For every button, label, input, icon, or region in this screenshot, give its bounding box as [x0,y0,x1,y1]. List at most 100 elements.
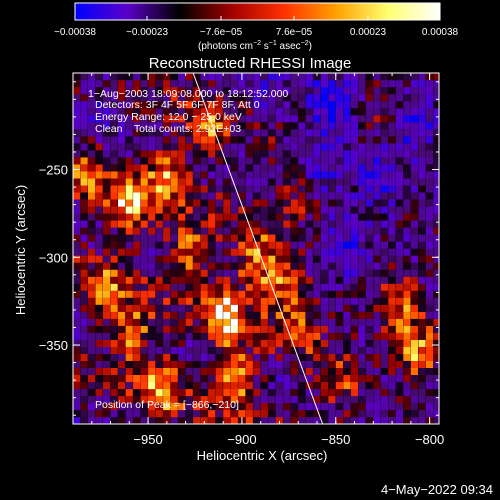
heatmap-pixel [208,332,216,340]
heatmap-pixel [125,290,133,298]
heatmap-pixel [320,318,328,326]
heatmap-pixel [163,276,171,284]
heatmap-pixel [388,143,396,151]
heatmap-pixel [245,374,253,383]
heatmap-pixel [403,136,411,144]
heatmap-pixel [268,410,276,418]
heatmap-pixel [260,255,268,263]
heatmap-pixel [380,255,388,263]
heatmap-pixel [88,150,96,158]
heatmap-pixel [290,255,298,263]
heatmap-pixel [380,388,388,397]
heatmap-pixel [215,297,223,305]
heatmap-pixel [290,360,298,368]
heatmap-pixel [88,206,96,214]
heatmap-pixel [388,241,396,249]
heatmap-pixel [215,269,223,277]
heatmap-pixel [320,402,328,411]
heatmap-pixel [298,164,306,172]
heatmap-pixel [343,297,351,305]
heatmap-pixel [380,417,388,424]
heatmap-pixel [395,262,403,270]
heatmap-pixel [238,115,246,123]
heatmap-pixel [335,227,343,235]
heatmap-pixel [193,213,201,221]
heatmap-pixel [140,262,148,270]
heatmap-pixel [283,115,291,123]
colorbar [74,2,441,21]
heatmap-pixel [418,143,426,151]
heatmap-pixel [163,192,171,200]
heatmap-pixel [110,157,118,165]
heatmap-pixel [403,164,411,172]
heatmap-pixel [275,136,283,144]
heatmap-pixel [253,269,261,277]
heatmap-pixel [185,276,193,284]
heatmap-pixel [298,199,306,207]
heatmap-pixel [238,241,246,249]
heatmap-pixel [155,101,163,109]
heatmap-pixel [163,213,171,221]
heatmap-pixel [335,115,343,123]
heatmap-pixel [88,80,96,88]
heatmap-pixel [305,241,313,249]
heatmap-pixel [223,73,231,81]
heatmap-pixel [73,115,81,123]
heatmap-pixel [95,346,103,354]
heatmap-pixel [335,122,343,130]
heatmap-pixel [163,73,171,81]
heatmap-pixel [433,241,439,249]
heatmap-pixel [178,402,186,411]
heatmap-pixel [110,318,118,326]
heatmap-pixel [433,164,439,172]
heatmap-pixel [140,255,148,263]
heatmap-pixel [238,255,246,263]
heatmap-pixel [298,220,306,228]
heatmap-pixel [253,94,261,102]
heatmap-pixel [433,115,439,123]
heatmap-pixel [208,241,216,249]
heatmap-pixel [125,311,133,319]
heatmap-pixel [320,178,328,186]
heatmap-pixel [238,402,246,411]
heatmap-pixel [328,318,336,326]
heatmap-pixel [223,311,231,319]
heatmap-pixel [253,410,261,418]
heatmap-pixel [245,318,253,326]
heatmap-pixel [275,150,283,158]
heatmap-pixel [133,234,141,242]
heatmap-pixel [268,374,276,383]
heatmap-pixel [343,255,351,263]
heatmap-pixel [140,353,148,361]
heatmap-pixel [148,185,156,193]
heatmap-pixel [403,360,411,368]
heatmap-pixel [230,269,238,277]
heatmap-pixel [200,227,208,235]
heatmap-pixel [283,410,291,418]
heatmap-pixel [313,241,321,249]
heatmap-pixel [283,360,291,368]
heatmap-pixel [388,332,396,340]
heatmap-pixel [245,304,253,312]
heatmap-pixel [140,178,148,186]
heatmap-pixel [200,150,208,158]
heatmap-pixel [133,241,141,249]
heatmap-pixel [118,402,126,411]
heatmap-pixel [208,115,216,123]
heatmap-pixel [163,346,171,354]
heatmap-pixel [395,178,403,186]
heatmap-pixel [238,388,246,397]
heatmap-pixel [305,94,313,102]
heatmap-pixel [350,262,358,270]
heatmap-pixel [253,220,261,228]
heatmap-pixel [88,87,96,95]
heatmap-pixel [110,410,118,418]
heatmap-pixel [88,297,96,305]
heatmap-pixel [88,395,96,404]
heatmap-pixel [88,199,96,207]
heatmap-pixel [88,262,96,270]
heatmap-pixel [365,297,373,305]
heatmap-pixel [358,122,366,130]
colorbar-tick-label: −0.00023 [126,27,168,38]
heatmap-pixel [125,199,133,207]
